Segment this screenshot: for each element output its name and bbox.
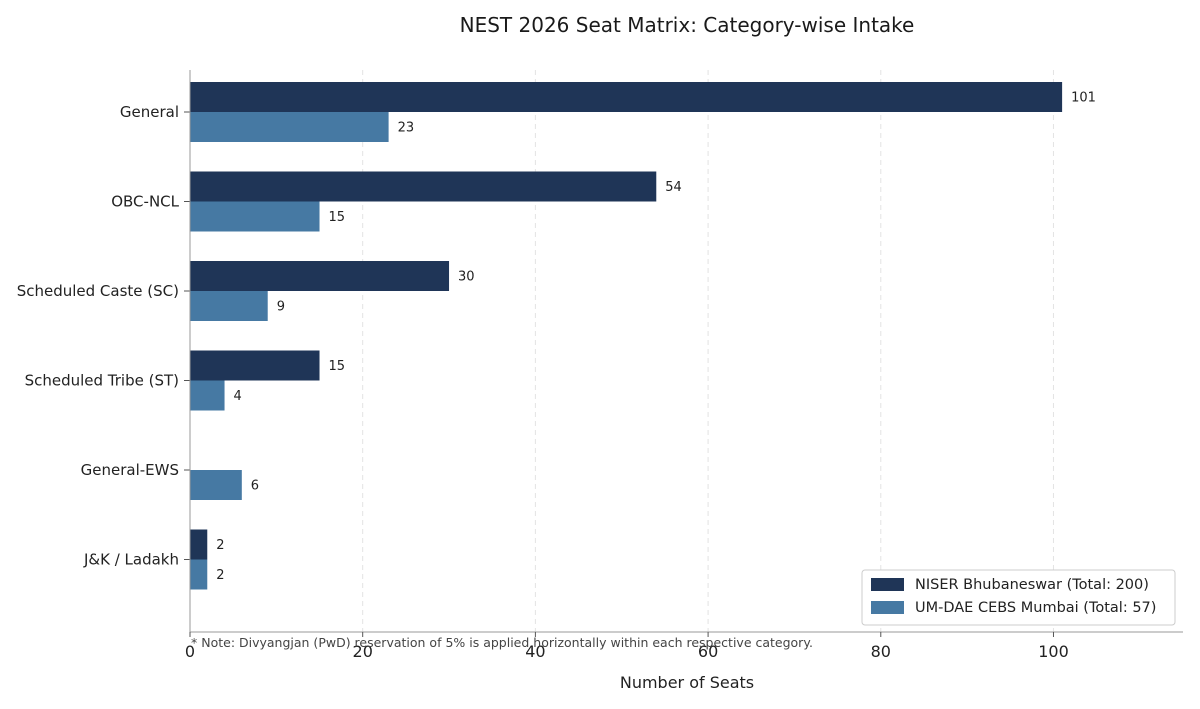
legend-swatch	[871, 601, 904, 614]
bar	[190, 291, 268, 321]
bar	[190, 261, 450, 291]
x-tick-label: 60	[698, 642, 718, 661]
category-tick-label: Scheduled Caste (SC)	[17, 282, 179, 300]
legend-box	[861, 569, 1176, 626]
legend-label: UM-DAE CEBS Mumbai (Total: 57)	[915, 600, 1156, 616]
category-tick-label: Scheduled Tribe (ST)	[25, 372, 179, 390]
bar	[190, 529, 208, 560]
data-label: 15	[329, 359, 346, 374]
data-label: 2	[216, 538, 224, 553]
category-tick-label: OBC-NCL	[111, 193, 179, 211]
bar	[190, 201, 320, 232]
data-labels: 101 23 54 15 30 9 15 4 6 2 2	[216, 91, 1096, 584]
bar	[190, 470, 242, 500]
data-label: 6	[251, 479, 259, 494]
legend: NISER Bhubaneswar (Total: 200) UM-DAE CEB…	[861, 569, 1176, 626]
data-label: 4	[234, 389, 242, 404]
category-tick-label: General-EWS	[81, 461, 179, 479]
chart-title: NEST 2026 Seat Matrix: Category-wise Int…	[460, 13, 915, 37]
category-tick-label: General	[120, 103, 179, 121]
legend-label: NISER Bhubaneswar (Total: 200)	[915, 577, 1149, 593]
category-tick-label: J&K / Ladakh	[83, 551, 179, 569]
x-tick-label: 20	[353, 642, 373, 661]
bar	[190, 350, 320, 381]
data-label: 2	[216, 568, 224, 583]
x-tick-label: 100	[1038, 642, 1069, 661]
x-axis-title: Number of Seats	[620, 673, 754, 692]
bar	[190, 82, 1063, 112]
data-label: 30	[458, 270, 475, 285]
axes: General OBC-NCL Scheduled Caste (SC) Schedu…	[17, 70, 1183, 661]
data-label: 101	[1071, 91, 1096, 106]
grid-lines	[362, 70, 1054, 632]
x-tick-label: 0	[185, 642, 195, 661]
data-label: 54	[665, 180, 682, 195]
footnote: * Note: Divyangjan (PwD) reservation of …	[191, 635, 813, 650]
data-label: 15	[329, 210, 346, 225]
data-label: 23	[398, 121, 415, 136]
data-label: 9	[277, 300, 285, 315]
x-tick-label: 80	[871, 642, 891, 661]
bar	[190, 559, 208, 590]
bar	[190, 171, 657, 202]
bars	[190, 82, 1063, 590]
x-tick-label: 40	[525, 642, 545, 661]
bar	[190, 112, 389, 142]
bar	[190, 380, 225, 411]
legend-swatch	[871, 578, 904, 591]
